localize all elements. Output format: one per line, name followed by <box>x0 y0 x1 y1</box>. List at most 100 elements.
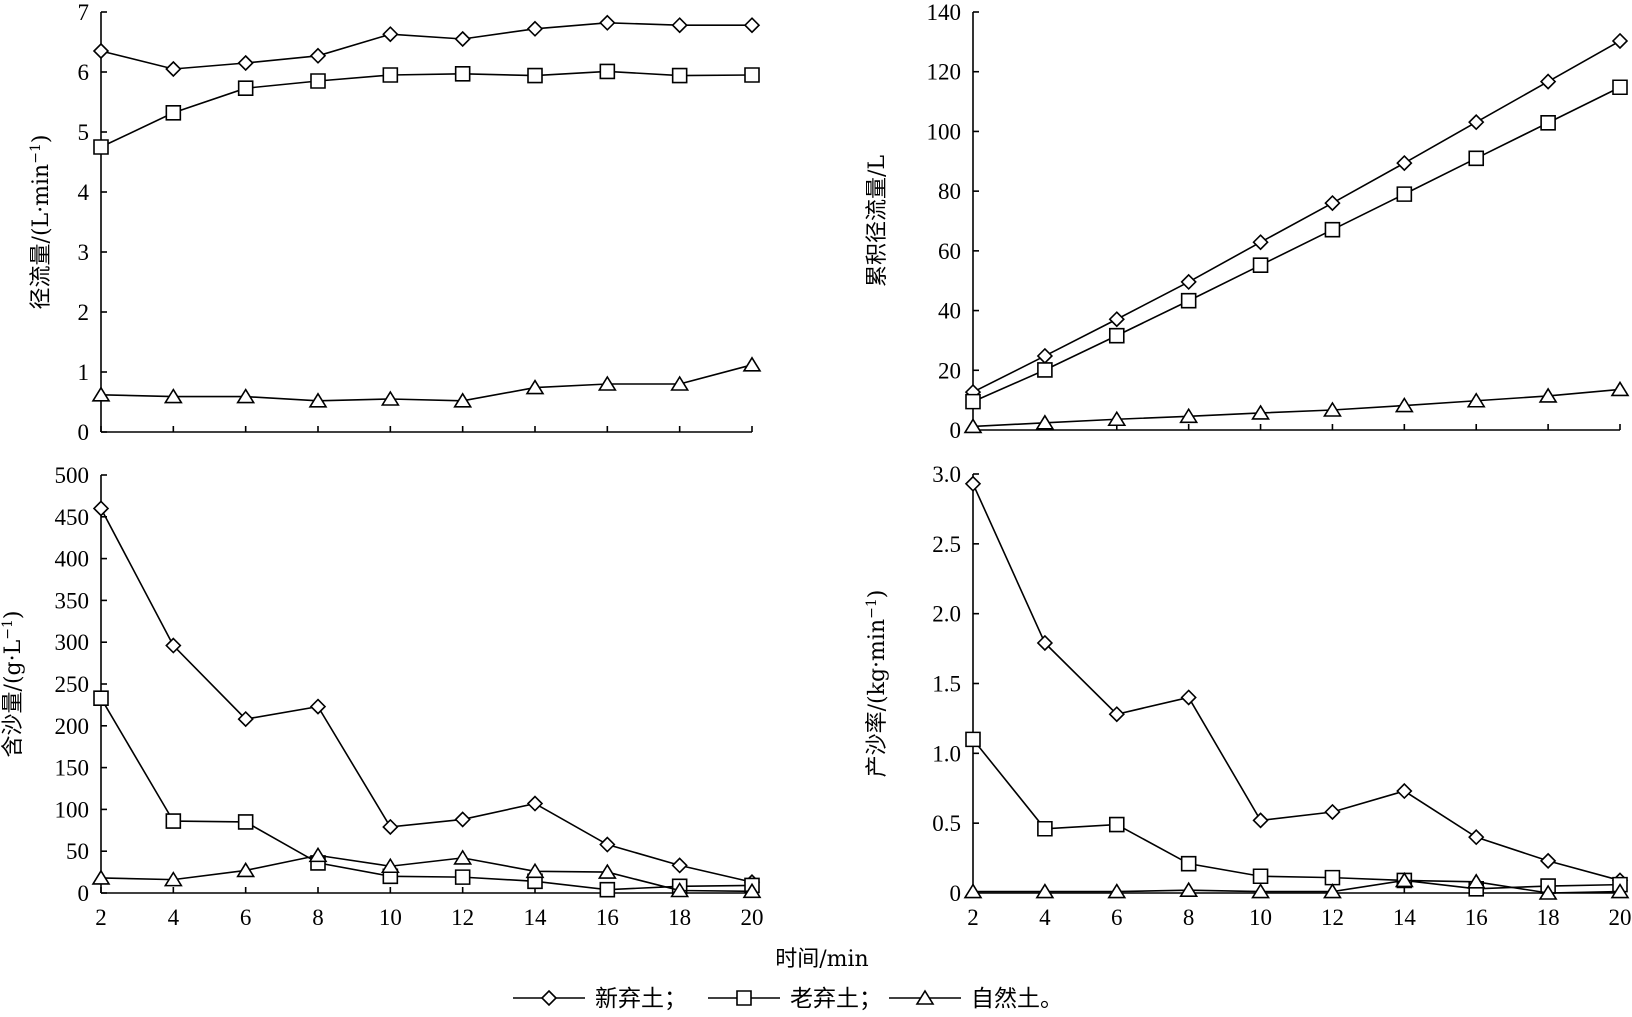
legend: 新弃土； 老弃土； 自然土。 <box>513 986 1063 1012</box>
data-point-diamond <box>671 17 688 34</box>
data-point-triangle <box>1466 392 1486 408</box>
data-point-triangle <box>742 882 762 899</box>
data-point-triangle <box>1538 387 1558 403</box>
y-tick-label: 3 <box>78 240 90 265</box>
x-tick-label: 20 <box>1609 905 1632 930</box>
data-point-triangle <box>670 881 690 898</box>
data-point-diamond <box>1611 32 1629 50</box>
data-point-square <box>1108 816 1125 833</box>
series-line-square <box>100 70 753 148</box>
data-point-diamond <box>1252 234 1269 251</box>
data-point-square <box>454 66 471 82</box>
y-tick-label: 450 <box>55 505 90 530</box>
data-point-triangle <box>163 388 183 404</box>
series-line-triangle <box>100 364 753 402</box>
y-tick-label: 2.5 <box>932 532 961 557</box>
data-point-triangle <box>670 375 690 391</box>
data-point-diamond <box>165 637 182 654</box>
data-point-diamond <box>1180 273 1197 291</box>
data-point-square <box>237 80 254 96</box>
y-axis-title-superscript: −1 <box>0 619 16 640</box>
data-point-diamond <box>1108 311 1125 328</box>
data-point-square <box>310 73 326 89</box>
data-point-square <box>965 731 981 748</box>
x-tick-label: 16 <box>1465 905 1488 930</box>
data-point-square <box>671 67 688 84</box>
data-point-diamond <box>1324 803 1341 821</box>
data-point-diamond <box>743 17 761 34</box>
y-tick-label: 1.0 <box>932 741 961 766</box>
data-point-triangle <box>380 857 400 874</box>
data-point-diamond <box>237 54 254 72</box>
x-tick-label: 6 <box>1111 905 1123 930</box>
data-point-diamond <box>1036 634 1054 652</box>
data-point-square <box>454 869 471 885</box>
y-tick-label: 120 <box>927 60 962 85</box>
series-line-diamond <box>972 483 1621 882</box>
data-point-triangle <box>1179 407 1199 424</box>
data-point-square <box>1180 855 1197 872</box>
data-point-diamond <box>1468 114 1485 131</box>
y-tick-label: 350 <box>55 588 90 613</box>
data-point-triangle <box>1323 883 1342 899</box>
legend-square-marker <box>736 990 752 1006</box>
x-tick-label: 16 <box>596 905 619 930</box>
data-point-triangle <box>1179 881 1199 898</box>
data-point-diamond <box>526 20 544 37</box>
legend-label: 新弃土； <box>595 986 687 1012</box>
y-axis-title: 径流量/(L·min−1) <box>28 135 54 310</box>
data-point-diamond <box>165 60 182 78</box>
data-point-square <box>1037 362 1053 378</box>
panel-runoff-chart: 0 1 2 3 4 5 6 7 径流量/(L·min−1) <box>28 0 762 445</box>
data-point-triangle <box>236 388 256 404</box>
data-point-square <box>1612 79 1628 96</box>
panel-cumulative-runoff-chart: 0 20 40 60 80 100 120 140 累积径流量/L <box>865 0 1630 443</box>
data-point-triangle <box>1323 401 1342 417</box>
y-tick-label: 2 <box>78 300 90 325</box>
data-point-triangle <box>963 883 983 899</box>
data-point-triangle <box>1538 884 1558 900</box>
legend-diamond-marker <box>540 989 558 1007</box>
data-point-triangle <box>91 869 111 885</box>
y-tick-label: 1 <box>78 360 90 385</box>
panel-sediment-yield-rate-chart: 0 0.5 1.0 1.5 2.0 2.5 3.0 2 4 6 8 10 12 14 16 18 20 产沙率/(… <box>864 462 1632 930</box>
y-tick-label: 300 <box>55 630 90 655</box>
data-point-triangle <box>453 392 473 408</box>
x-tick-label: 2 <box>967 905 979 930</box>
series-line-triangle <box>972 388 1621 428</box>
x-tick-label: 8 <box>312 905 324 930</box>
y-tick-label: 140 <box>927 0 962 25</box>
x-tick-label: 10 <box>1249 905 1272 930</box>
data-point-square <box>527 67 543 84</box>
data-point-triangle <box>308 846 328 863</box>
y-tick-label: 0 <box>78 881 90 906</box>
x-tick-label: 12 <box>1321 905 1344 930</box>
data-point-square <box>1540 114 1556 131</box>
panel-sediment-concentration-chart: 0 50 100 150 200 250 300 350 400 450 500 2 4 6 8 10 12 14… <box>0 463 764 930</box>
y-tick-label: 1.5 <box>932 672 961 697</box>
data-point-square <box>1037 820 1053 837</box>
y-tick-label: 0 <box>950 881 962 906</box>
data-point-triangle <box>525 862 545 879</box>
data-point-triangle <box>1035 414 1055 430</box>
y-axis-title: 产沙率/(kg·min−1) <box>864 590 890 778</box>
y-axis-title: 累积径流量/L <box>865 155 890 287</box>
data-point-triangle <box>1107 883 1127 899</box>
y-tick-label: 100 <box>927 119 962 144</box>
data-point-diamond <box>309 698 327 715</box>
data-point-square <box>599 63 616 80</box>
y-tick-label: 0.5 <box>932 811 961 836</box>
data-point-square <box>1324 869 1341 886</box>
y-tick-label: 400 <box>55 547 90 572</box>
data-point-diamond <box>671 857 688 874</box>
data-point-square <box>382 67 399 83</box>
data-point-square <box>1324 221 1341 238</box>
data-point-square <box>237 814 254 830</box>
series-line-square <box>972 738 1621 890</box>
y-tick-label: 4 <box>78 180 90 205</box>
data-point-triangle <box>1466 873 1486 889</box>
y-axis-title-close: ) <box>29 135 54 144</box>
data-point-triangle <box>1610 380 1630 397</box>
series-line-square <box>972 86 1621 403</box>
y-axis-title: 含沙量/(g·L−1) <box>0 611 26 758</box>
